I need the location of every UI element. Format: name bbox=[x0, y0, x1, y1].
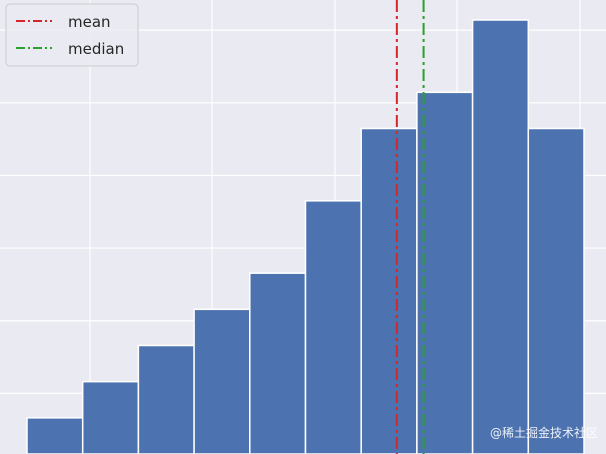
legend-box bbox=[5, 3, 139, 67]
legend: mean median bbox=[5, 3, 139, 67]
legend-median-label: median bbox=[68, 40, 124, 58]
histogram-bar bbox=[416, 91, 474, 454]
reference-lines bbox=[395, 0, 425, 454]
histogram-bar bbox=[193, 308, 251, 454]
histogram-bar bbox=[81, 380, 140, 454]
histogram-bar bbox=[527, 127, 585, 454]
histogram-bar bbox=[26, 417, 84, 454]
histogram-bars bbox=[26, 19, 585, 454]
histogram-bar bbox=[249, 272, 307, 454]
watermark: @稀土掘金技术社区 bbox=[490, 425, 598, 440]
histogram-bar bbox=[471, 19, 530, 454]
histogram-bar bbox=[137, 344, 195, 454]
histogram-bar bbox=[304, 200, 362, 454]
legend-mean-label: mean bbox=[68, 13, 111, 31]
histogram-bar bbox=[360, 127, 418, 454]
